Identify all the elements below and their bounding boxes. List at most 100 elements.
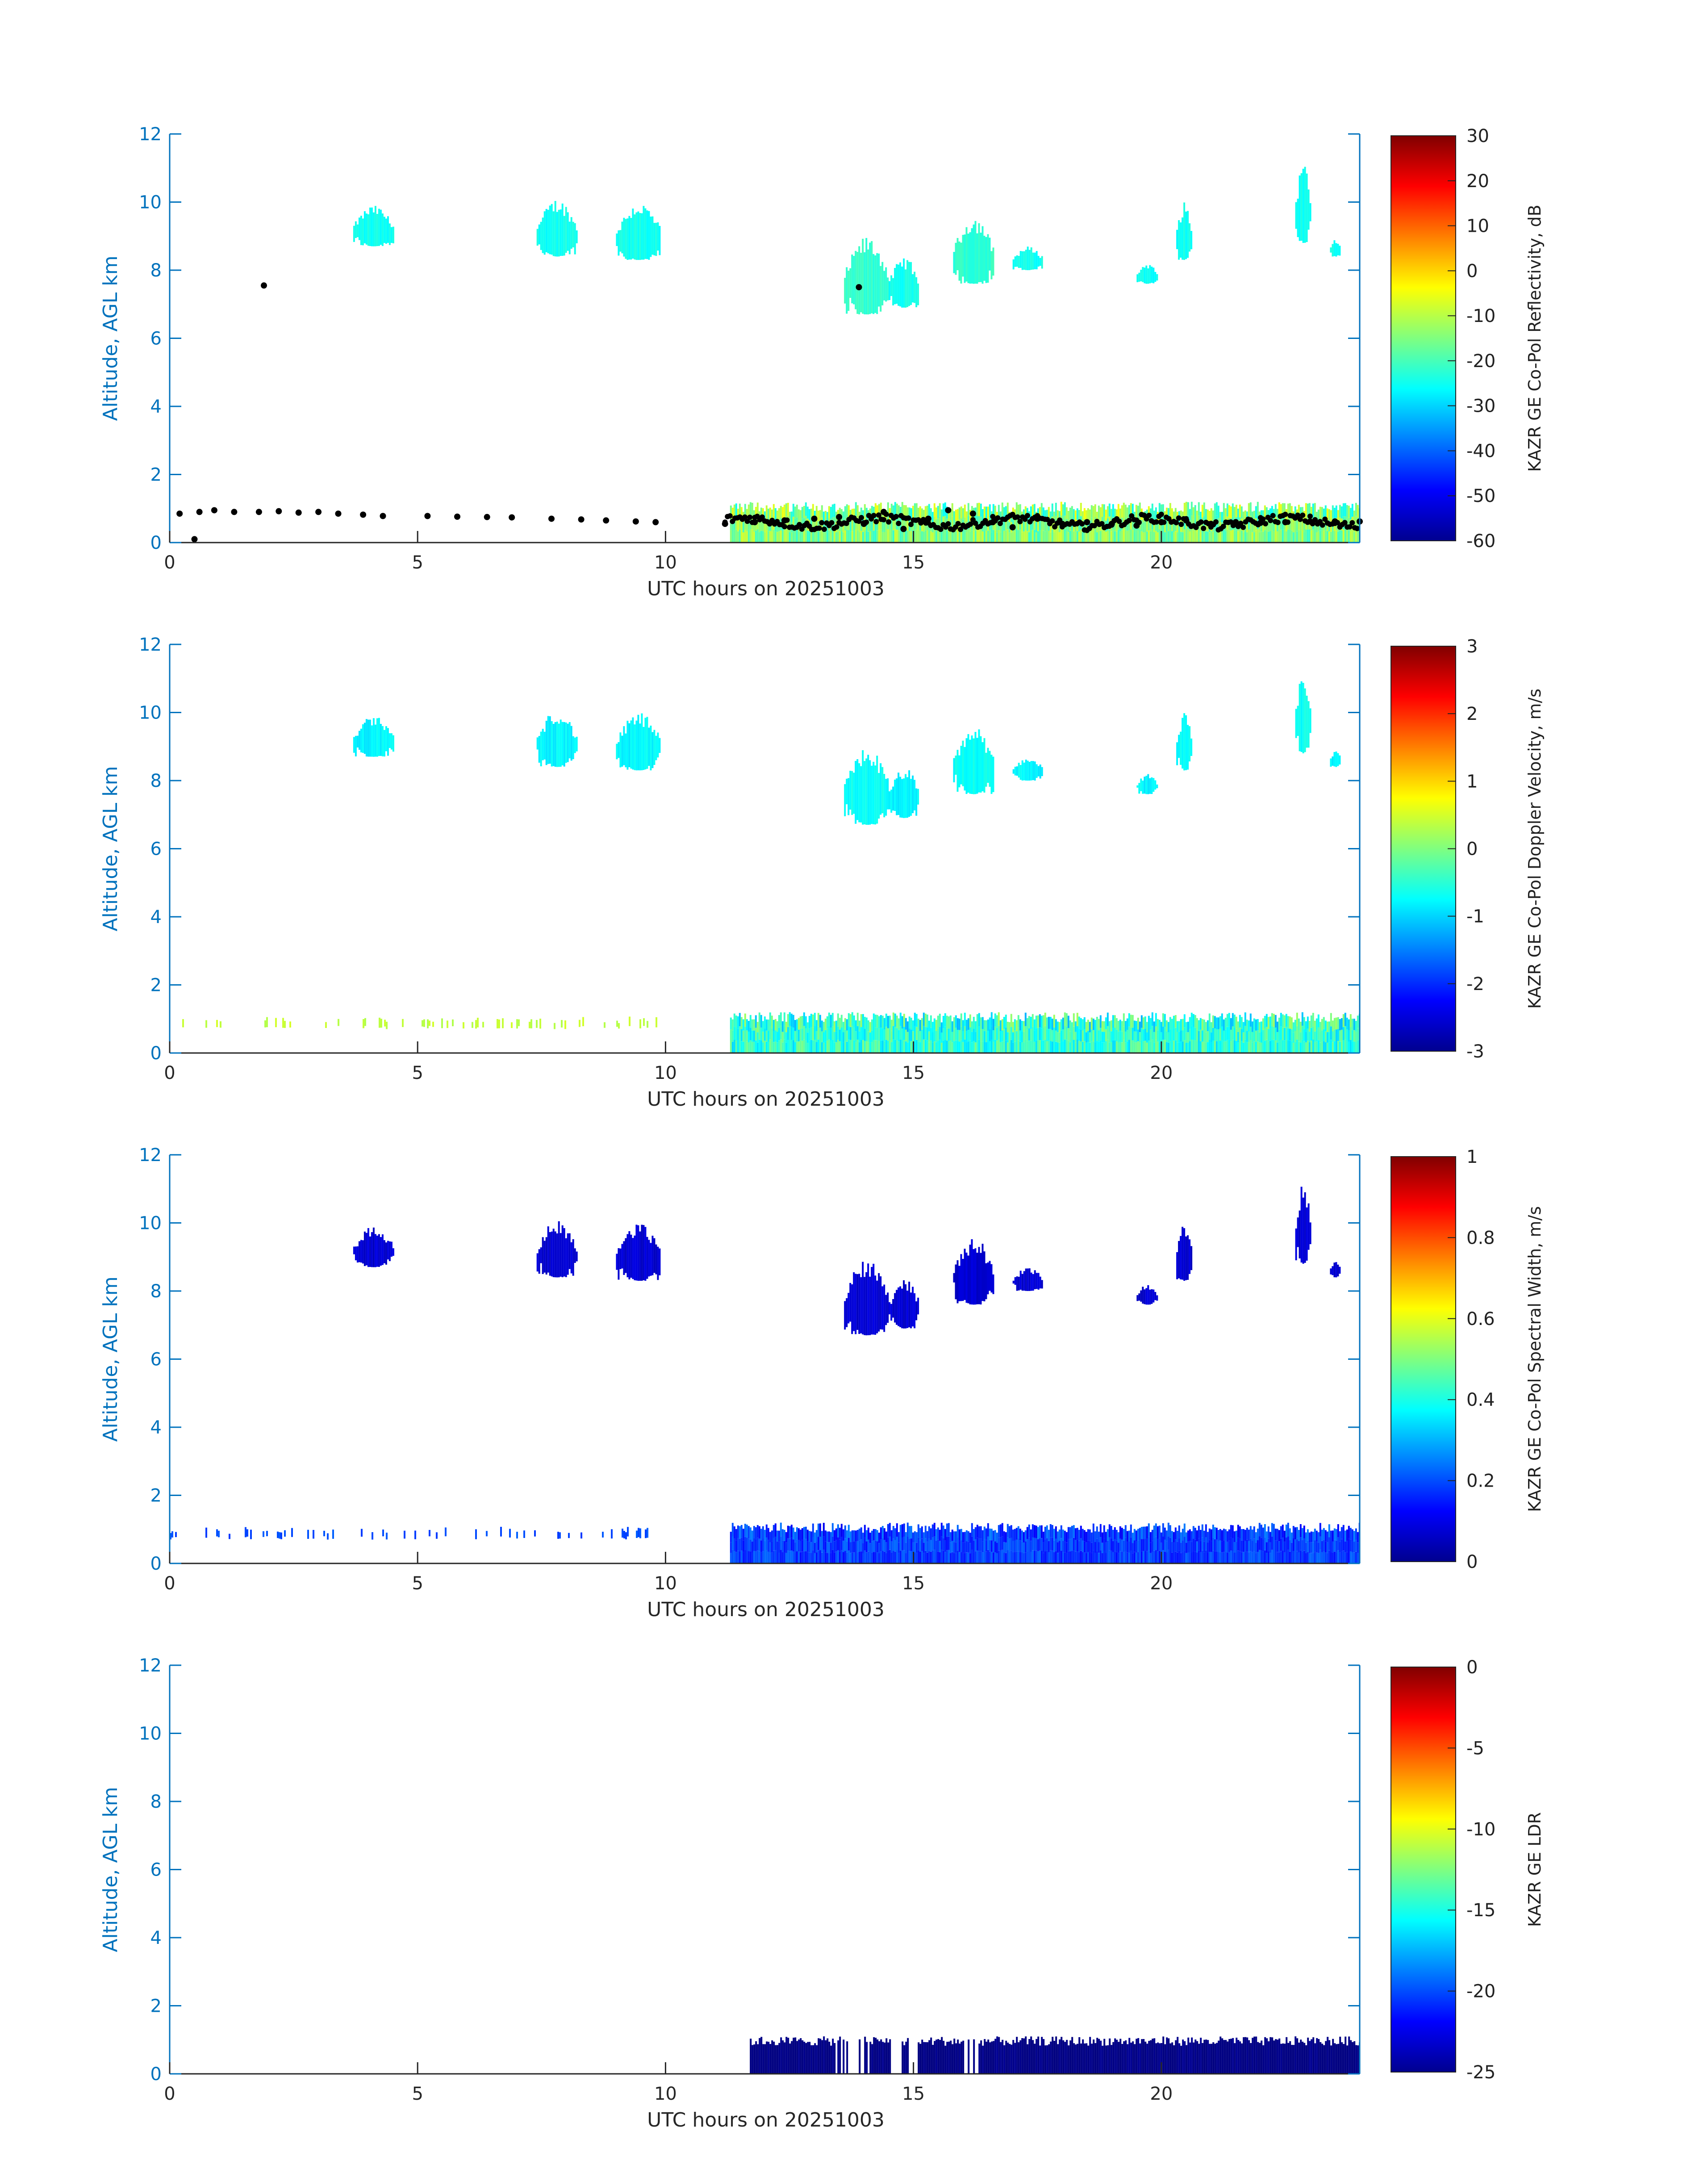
echo-column (1323, 1017, 1325, 1029)
echo-column (799, 1028, 802, 1041)
echo-column (1099, 1537, 1102, 1550)
echo-column (1306, 1207, 1308, 1261)
echo-column (960, 531, 962, 543)
echo-column (1193, 2042, 1195, 2074)
echo-column (1123, 529, 1125, 543)
echo-column (1078, 1016, 1080, 1029)
echo-column (924, 1538, 927, 1551)
echo-column (572, 736, 574, 759)
echo-column (1030, 1529, 1032, 1541)
echo-column (890, 275, 893, 296)
echo-column (1033, 517, 1036, 530)
echo-column (1337, 2043, 1340, 2074)
echo-column (1146, 1551, 1148, 1563)
echo-column (865, 1272, 868, 1336)
echo-column (563, 722, 565, 767)
echo-column (999, 1524, 1002, 1538)
echo-column (958, 755, 960, 788)
echo-column (1169, 529, 1171, 543)
echo-column (369, 207, 371, 246)
echo-column (824, 1041, 827, 1053)
echo-column (1008, 1032, 1011, 1043)
echo-column (964, 1012, 966, 1026)
echo-column (880, 516, 882, 530)
echo-column (910, 1292, 912, 1329)
echo-column (1067, 1551, 1069, 1563)
echo-column (965, 1253, 968, 1303)
cloud-base-point (886, 519, 892, 525)
echo-column (1067, 532, 1069, 543)
echo-column (839, 1018, 841, 1030)
echo-column (1036, 251, 1038, 270)
echo-column (928, 1042, 930, 1053)
echo-column (363, 1019, 364, 1028)
echo-column (1233, 1014, 1236, 1028)
echo-column (1105, 2045, 1107, 2074)
echo-column (798, 1018, 800, 1030)
cloud-base-point (1158, 511, 1164, 517)
echo-region (1176, 1227, 1193, 1281)
echo-column (837, 2040, 839, 2074)
echo-column (798, 1528, 800, 1540)
echo-column (953, 1542, 955, 1553)
echo-column (853, 1015, 855, 1028)
echo-column (848, 1013, 850, 1027)
echo-column (472, 1022, 473, 1028)
echo-column (1142, 1017, 1144, 1029)
echo-column (1196, 1552, 1198, 1563)
echo-column (1189, 531, 1191, 543)
echo-column (1162, 1026, 1164, 1040)
echo-column (1005, 1542, 1007, 1553)
colorbar-tick-label: -20 (1466, 1981, 1495, 2002)
cloud-base-point (749, 519, 755, 525)
echo-column (1326, 531, 1328, 543)
echo-column (867, 755, 869, 825)
echo-column (809, 2042, 811, 2074)
echo-column (987, 1020, 989, 1031)
echo-column (1123, 1540, 1125, 1552)
echo-column (362, 724, 364, 753)
echo-column (1037, 1539, 1039, 1551)
echo-column (1154, 780, 1157, 790)
echo-column (874, 1540, 877, 1552)
echo-column (1053, 1027, 1055, 1040)
echo-column (799, 531, 802, 543)
echo-column (323, 1530, 325, 1537)
echo-column (1024, 530, 1027, 543)
echo-column (1112, 1529, 1114, 1541)
echo-column (534, 1530, 536, 1537)
echo-column (1117, 1042, 1119, 1053)
echo-column (1255, 1553, 1257, 1563)
echo-column (1174, 1527, 1177, 1540)
echo-column (1024, 1012, 1027, 1026)
echo-column (883, 522, 885, 532)
echo-column (992, 1530, 994, 1542)
echo-column (1062, 2040, 1065, 2074)
echo-column (1018, 2042, 1020, 2074)
echo-column (1233, 1531, 1236, 1542)
echo-column (919, 1020, 921, 1031)
echo-column (871, 1267, 873, 1335)
echo-column (1087, 1020, 1089, 1031)
echo-column (1333, 240, 1336, 256)
echo-column (1203, 1530, 1205, 1542)
echo-column (814, 532, 816, 543)
echo-column (958, 1041, 960, 1053)
echo-column (990, 1026, 993, 1040)
echo-column (1249, 1526, 1252, 1539)
echo-column (1169, 1525, 1171, 1538)
echo-column (1132, 1028, 1134, 1040)
echo-column (1167, 1042, 1169, 1053)
echo-column (755, 1539, 757, 1551)
echo-column (363, 1231, 366, 1266)
echo-column (867, 249, 869, 315)
echo-column (1273, 520, 1275, 531)
echo-column (874, 1552, 877, 1563)
echo-column (781, 507, 784, 519)
echo-column (1304, 688, 1306, 752)
echo-column (1117, 1532, 1119, 1543)
echo-column (830, 507, 832, 519)
echo-column (1123, 1529, 1125, 1541)
echo-column (1030, 247, 1032, 270)
echo-column (1260, 1525, 1262, 1538)
